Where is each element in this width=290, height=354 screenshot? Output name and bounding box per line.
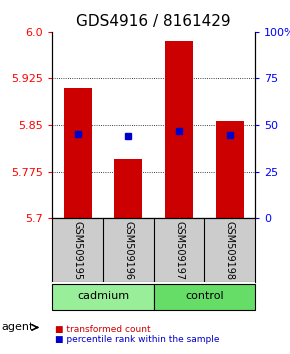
Text: agent: agent [1, 322, 34, 332]
Text: GSM509196: GSM509196 [123, 221, 133, 280]
Bar [114, 159, 142, 218]
Text: ■ percentile rank within the sample: ■ percentile rank within the sample [55, 335, 220, 344]
Text: ■ transformed count: ■ transformed count [55, 325, 151, 334]
Text: control: control [185, 291, 224, 301]
Text: GSM509195: GSM509195 [72, 221, 83, 280]
Bar [165, 41, 193, 218]
Text: GSM509197: GSM509197 [174, 221, 184, 280]
Title: GDS4916 / 8161429: GDS4916 / 8161429 [76, 14, 231, 29]
FancyBboxPatch shape [154, 284, 255, 310]
Bar [64, 88, 92, 218]
Bar [216, 121, 244, 218]
FancyBboxPatch shape [52, 284, 154, 310]
Text: cadmium: cadmium [77, 291, 129, 301]
Text: GSM509198: GSM509198 [225, 221, 235, 280]
